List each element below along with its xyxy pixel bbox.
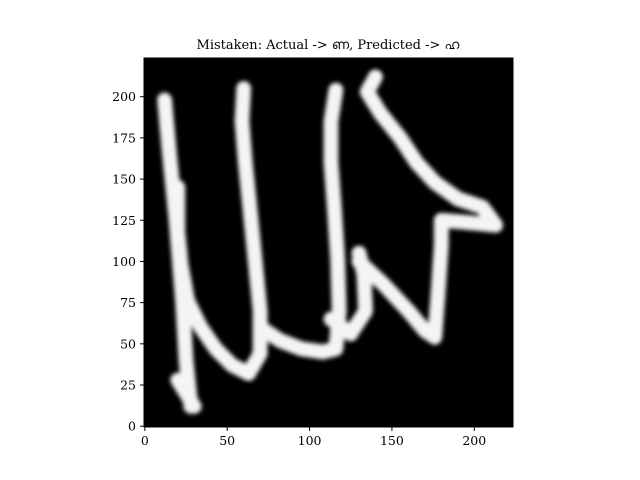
y-tick-label: 125 <box>112 213 136 228</box>
y-tick-label: 175 <box>112 130 136 145</box>
stroke-5 <box>351 69 504 345</box>
y-tick-label: 0 <box>128 419 136 434</box>
axes-frame <box>143 57 514 428</box>
y-tick-label: 75 <box>120 295 136 310</box>
y-axis: 0 25 50 75 100 125 150 175 200 <box>112 89 144 434</box>
x-tick-label: 200 <box>462 433 486 448</box>
stroke-1 <box>170 372 202 414</box>
y-tick-label: 150 <box>112 172 136 187</box>
y-tick-label: 50 <box>120 336 136 351</box>
stroke-3 <box>252 82 347 360</box>
stroke-2 <box>170 81 268 381</box>
x-axis: 0 50 100 150 200 <box>141 427 486 448</box>
y-tick-label: 200 <box>112 89 136 104</box>
x-tick-label: 150 <box>380 433 404 448</box>
x-tick-label: 50 <box>219 433 235 448</box>
x-tick-label: 0 <box>141 433 149 448</box>
y-tick-label: 25 <box>120 377 136 392</box>
handwriting-strokes <box>157 69 504 414</box>
x-tick-label: 100 <box>298 433 322 448</box>
y-tick-label: 100 <box>112 254 136 269</box>
chart-title: Mistaken: Actual -> ണ, Predicted -> ഹ <box>197 38 460 53</box>
